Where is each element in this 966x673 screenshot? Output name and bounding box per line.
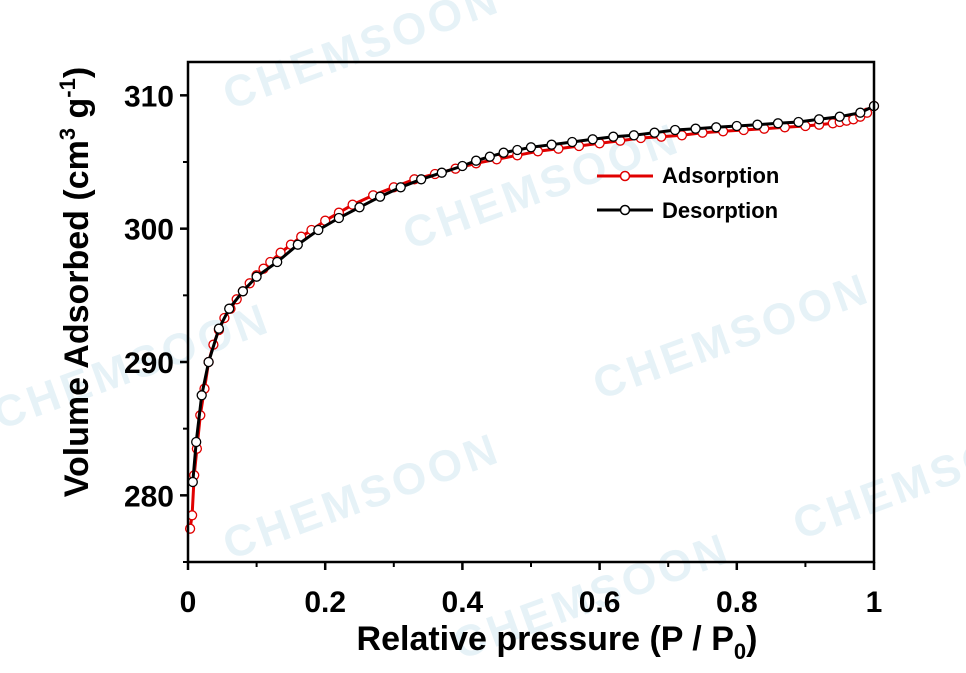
watermark-text: CHEMSOON — [787, 404, 966, 550]
y-tick-label: 290 — [124, 347, 174, 380]
x-tick-label: 0.2 — [304, 586, 346, 619]
watermark-text: CHEMSOON — [217, 0, 507, 119]
watermark-text: CHEMSOON — [587, 264, 877, 410]
desorption-data-point — [470, 155, 482, 166]
desorption-data-point — [608, 131, 619, 142]
x-tick-label: 0 — [180, 586, 197, 619]
desorption-data-point — [834, 111, 845, 122]
legend-desorption-label: Desorption — [662, 198, 778, 223]
desorption-data-point — [669, 124, 681, 136]
y-axis-title: Volume Adsorbed (cm3 g-1) — [55, 67, 96, 497]
legend: Adsorption Desorption — [597, 163, 779, 223]
x-tick-label: 0.6 — [579, 586, 621, 619]
desorption-data-point — [546, 139, 557, 150]
desorption-data-point — [690, 123, 701, 134]
desorption-data-point — [567, 136, 578, 148]
x-axis-title-sub: 0 — [734, 639, 746, 664]
desorption-data-point — [772, 118, 784, 129]
x-axis-title-main: Relative pressure (P / P — [357, 620, 734, 658]
legend-adsorption-marker — [619, 170, 631, 182]
desorption-series-line — [191, 104, 875, 483]
desorption-data-point — [512, 144, 523, 156]
axes-layer: 0 0.2 0.4 0.6 0.8 1 280 290 300 310 — [124, 80, 882, 619]
desorption-data-point — [354, 202, 365, 213]
desorption-data-point — [251, 271, 262, 282]
desorption-data-point — [213, 323, 225, 334]
desorption-data-point — [292, 239, 303, 250]
desorption-data-point — [187, 476, 198, 488]
desorption-data-point — [436, 167, 447, 178]
desorption-data-point — [484, 151, 495, 162]
y-axis-title-mid: g — [58, 98, 96, 128]
desorption-data-point — [237, 286, 249, 297]
desorption-data-point — [793, 116, 804, 128]
legend-adsorption-label: Adsorption — [662, 163, 779, 188]
desorption-data-point — [224, 303, 235, 314]
desorption-data-point — [374, 191, 386, 202]
y-tick-label: 300 — [124, 214, 174, 247]
x-axis-title-end: ) — [746, 620, 757, 658]
desorption-data-point — [191, 436, 202, 448]
watermark-text: CHEMSOON — [217, 424, 507, 570]
desorption-data-point — [813, 114, 825, 125]
desorption-data-point — [752, 119, 763, 130]
x-axis-title: Relative pressure (P / P0) — [357, 620, 758, 664]
desorption-data-point — [333, 212, 345, 224]
x-tick-label: 0.4 — [442, 586, 484, 619]
y-axis-title-main: Volume Adsorbed (cm — [58, 140, 96, 497]
desorption-data-point — [313, 224, 324, 236]
desorption-data-point — [272, 256, 283, 268]
desorption-data-point — [628, 130, 640, 141]
desorption-data-point — [711, 122, 722, 133]
desorption-data-point — [457, 160, 468, 172]
legend-desorption-marker — [619, 204, 631, 216]
x-tick-label: 1 — [866, 586, 883, 619]
desorption-data-point — [203, 356, 214, 368]
y-tick-label: 310 — [124, 80, 174, 113]
desorption-data-point — [649, 127, 660, 138]
y-axis-title-sup2: -1 — [55, 78, 80, 98]
desorption-data-point — [196, 390, 207, 401]
desorption-data-point — [498, 147, 509, 158]
y-axis-title-end: ) — [58, 67, 96, 78]
y-tick-label: 280 — [124, 480, 174, 513]
desorption-data-point — [525, 142, 537, 153]
y-axis-title-sup1: 3 — [55, 128, 80, 140]
desorption-data-point — [855, 107, 866, 118]
x-tick-label: 0.8 — [716, 586, 758, 619]
desorption-data-point — [416, 174, 427, 185]
desorption-data-point — [395, 182, 406, 193]
series-layer — [184, 100, 880, 534]
desorption-data-point — [731, 120, 742, 132]
desorption-data-point — [587, 134, 598, 145]
